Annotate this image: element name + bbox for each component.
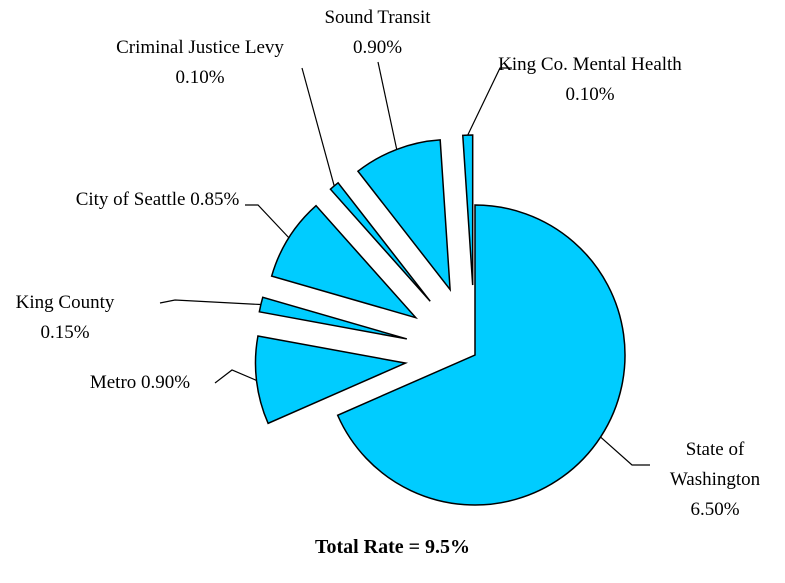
slice-label: City of Seattle 0.85% [70, 185, 245, 215]
value-label: 0.15% [40, 322, 90, 343]
category-name: Metro [89, 372, 137, 393]
category-name: City of Seattle [75, 189, 186, 210]
leader-line [245, 204, 290, 239]
value-label: 0.85% [190, 189, 240, 210]
value-label: 0.10% [565, 84, 615, 105]
slice-label: King County 0.15% [0, 288, 130, 348]
slice-label: Sound Transit 0.90% [310, 3, 445, 63]
category-name: Sound Transit [324, 7, 431, 28]
pie-slice [461, 134, 474, 286]
leader-line [214, 369, 257, 384]
pie-slice [270, 204, 419, 320]
leader-line [301, 67, 335, 187]
value-label: 6.50% [690, 499, 740, 520]
leader-line [377, 61, 398, 150]
leader-line [467, 67, 512, 136]
leader-line [600, 436, 650, 466]
pie-slice [254, 335, 409, 425]
value-label: 0.90% [141, 372, 191, 393]
slice-label: King Co. Mental Health 0.10% [495, 50, 685, 110]
value-label: 0.10% [175, 67, 225, 88]
pie-slice [336, 204, 626, 506]
slice-label: Criminal Justice Levy 0.10% [105, 33, 295, 93]
category-name: King Co. Mental Health [498, 54, 682, 75]
pie-slice [356, 139, 452, 292]
value-label: 0.90% [352, 37, 403, 58]
leader-line [159, 299, 261, 306]
category-name: King County [15, 292, 115, 313]
category-name: Criminal Justice Levy [116, 37, 284, 58]
slice-label: Metro 0.90% [60, 368, 220, 398]
slice-label: State of Washington 6.50% [645, 435, 785, 525]
pie-slice [329, 181, 431, 302]
category-name: State of Washington [669, 439, 761, 490]
caption: Total Rate = 9.5% [314, 536, 471, 558]
